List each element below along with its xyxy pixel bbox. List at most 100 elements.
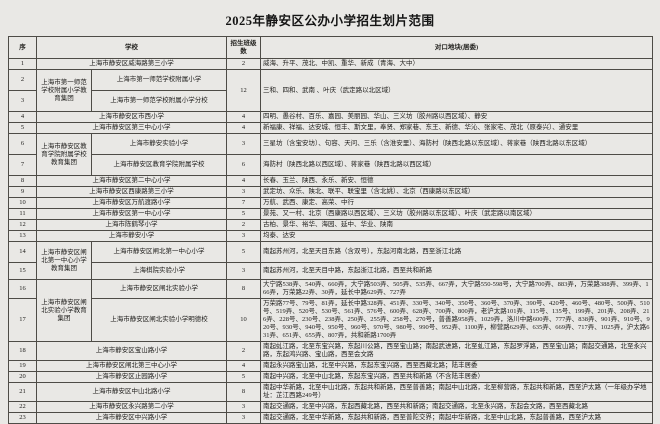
document-title: 2025年静安区公办小学招生划片范围 bbox=[225, 14, 435, 28]
table-row: 23 上海市静安区中兴路小学 3 南起交通路，北至中华新路，东起共和新路，西至普陀交界… bbox=[8, 412, 653, 424]
table-row: 16 上海市静安区闸北实验小学教育集团 上海市静安区闸北实验小学 8 大宁路538弄、5… bbox=[8, 279, 653, 342]
area-cell: 南起虬江路，北至东宝兴路，东起川公路，西至宝山路；南起武进路，北至虬江路，东起罗… bbox=[260, 341, 653, 361]
group-cell: 上海市静安区闸北第一中心小学教育集团 bbox=[36, 241, 92, 280]
school-cell: 上海市静安区永兴路第二小学 bbox=[36, 401, 227, 413]
classes-cell: 5 bbox=[226, 208, 261, 220]
table-row: 14 上海市静安区闸北第一中心小学教育集团 上海市静安区闸北第一中心小学 5 南起苏州河… bbox=[8, 241, 653, 280]
no-cell: 13 bbox=[8, 230, 37, 242]
area-cell: 南起中兴路，北至中山北路，东起东宝兴路，西至共和新路（不含陆丰居委） bbox=[260, 371, 653, 383]
classes-cell: 3 bbox=[226, 230, 261, 242]
school-cell: 上海市静安区市西小学 bbox=[36, 111, 227, 123]
classes-cell: 2 bbox=[226, 58, 261, 70]
table-row: 10 上海市静安区万航渡路小学 7 万航、武西、康定、高荣、中行 bbox=[8, 197, 653, 209]
school-cell: 上海市陈鹤琴小学 bbox=[36, 219, 227, 231]
table-row: 13 上海市静安小学 3 均泰、达安 bbox=[8, 230, 653, 242]
no-cell: 17 bbox=[8, 298, 37, 342]
area-cell: 南起永兴路宝山路，北至中兴路，东起东宝兴路，西至西藏北路；陆丰居委 bbox=[260, 360, 653, 372]
school-cell: 上海市静安区宝山路小学 bbox=[36, 341, 227, 361]
classes-cell: 8 bbox=[226, 279, 261, 299]
classes-cell: 7 bbox=[226, 197, 261, 209]
table-row: 9 上海市静安区西康路第三小学 3 武定坊、众乐、陕北、联平、联宝里（含北姚）、北京（… bbox=[8, 186, 653, 198]
no-cell: 12 bbox=[8, 219, 37, 231]
col-header-area: 对口地块(居委) bbox=[260, 36, 653, 59]
area-cell: 南起中华新路，北至中山北路，东起共和新路，西至普善路；南起中山北路，北至柳营路，… bbox=[260, 382, 653, 402]
school-cell: 上海市静安区第一中心小学 bbox=[36, 208, 227, 220]
col-header-school: 学校 bbox=[36, 36, 227, 59]
classes-cell: 8 bbox=[226, 382, 261, 402]
table-row: 20 上海市静安区止园路小学 5 南起中兴路，北至中山北路，东起东宝兴路，西至共和新路… bbox=[8, 371, 653, 383]
classes-cell: 3 bbox=[226, 133, 261, 155]
classes-cell: 3 bbox=[226, 412, 261, 424]
area-cell: 万航、武西、康定、高荣、中行 bbox=[260, 197, 653, 209]
no-cell: 14 bbox=[8, 241, 37, 263]
area-cell: 南起苏州河，北至天目中路，东起浙江北路，西至共和新路 bbox=[260, 262, 653, 280]
no-cell: 4 bbox=[8, 111, 37, 123]
table-row: 12 上海市陈鹤琴小学 2 古柏、景华、裕华、海园、延中、华业、陕南 bbox=[8, 219, 653, 231]
school-cell: 上海市静安区第三中心小学 bbox=[36, 122, 227, 134]
area-cell: 新福康、祥福、达安城、恒丰、斯文里，奉贤、郑家巷、东王、新德、华沁、张家宅、茂北… bbox=[260, 122, 653, 134]
no-cell: 1 bbox=[8, 58, 37, 70]
no-cell: 7 bbox=[8, 154, 37, 176]
table-row: 5 上海市静安区第三中心小学 4 新福康、祥福、达安城、恒丰、斯文里，奉贤、郑家巷、东… bbox=[8, 122, 653, 134]
table-row: 2 上海市第一师范学校附属小学教育集团 上海市第一师范学校附属小学 12 三和、四和、武… bbox=[8, 69, 653, 112]
classes-cell: 2 bbox=[226, 341, 261, 361]
classes-cell: 4 bbox=[226, 122, 261, 134]
no-cell: 3 bbox=[8, 90, 37, 112]
classes-cell: 3 bbox=[226, 186, 261, 198]
school-cell: 上海市静安区止园路小学 bbox=[36, 371, 227, 383]
classes-cell: 12 bbox=[226, 69, 261, 112]
school-cell: 上海市静安区闸北第三中心小学 bbox=[36, 360, 227, 372]
area-cell: 万荣路77号、79号、81弄，延长中路328弄、451弄、330号、340号、3… bbox=[260, 298, 653, 342]
col-header-no: 序 bbox=[8, 36, 37, 59]
school-cell: 上海市静安区第二中心小学 bbox=[36, 175, 227, 187]
table-header-row: 序 学校 招生班级数 对口地块(居委) bbox=[8, 36, 653, 59]
school-cell: 上海市静安小学 bbox=[36, 230, 227, 242]
school-cell: 上海市第一师范学校附属小学 bbox=[91, 69, 227, 91]
area-cell: 长春、玉兰、陕西、永乐、新安、恒德 bbox=[260, 175, 653, 187]
area-cell: 海防村（陕西北路以西区域）、蒋家巷（陕西北路以西区域） bbox=[260, 154, 653, 176]
school-cell: 上海市静安区闸北第一中心小学 bbox=[91, 241, 227, 263]
no-cell: 21 bbox=[8, 382, 37, 402]
table-row: 4 上海市静安区市西小学 4 四明、愚谷村、百乐、嘉园、美丽园、华山、三义坊（胶州路以… bbox=[8, 111, 653, 123]
no-cell: 15 bbox=[8, 262, 37, 280]
no-cell: 19 bbox=[8, 360, 37, 372]
school-cell: 上海市静安区万航渡路小学 bbox=[36, 197, 227, 209]
school-cell: 上海市第一师范学校附属小学分校 bbox=[91, 90, 227, 112]
school-cell: 上海市静安区教育学院附属学校 bbox=[91, 154, 227, 176]
area-cell: 南起交通路，北至中华新路，东起共和新路，西至普陀交界；南起中华新路，北至中山北路… bbox=[260, 412, 653, 424]
no-cell: 8 bbox=[8, 175, 37, 187]
classes-cell: 4 bbox=[226, 175, 261, 187]
group-cell: 上海市静安区闸北实验小学教育集团 bbox=[36, 279, 92, 342]
table-row: 15 上海棋院实验小学 3 南起苏州河，北至天目中路，东起浙江北路，西至共和新路 bbox=[8, 262, 653, 280]
table-row: 6 上海市静安区教育学院附属学校教育集团 上海市静安实验小学 3 三星坊（含宝安坊）、句… bbox=[8, 133, 653, 176]
col-header-classes: 招生班级数 bbox=[226, 36, 261, 59]
no-cell: 5 bbox=[8, 122, 37, 134]
classes-cell: 5 bbox=[226, 371, 261, 383]
area-cell: 均泰、达安 bbox=[260, 230, 653, 242]
area-cell: 古柏、景华、裕华、海园、延中、华业、陕南 bbox=[260, 219, 653, 231]
no-cell: 16 bbox=[8, 279, 37, 299]
table-row: 8 上海市静安区第二中心小学 4 长春、玉兰、陕西、永乐、新安、恒德 bbox=[8, 175, 653, 187]
area-cell: 南起交通路，北至中兴路，东起西藏北路，西至共和新路；南起交通路，北至永兴路，东起… bbox=[260, 401, 653, 413]
school-cell: 上海棋院实验小学 bbox=[91, 262, 227, 280]
table-row: 11 上海市静安区第一中心小学 5 景苑、又一村、北京（西康路以西区域）、三义坊（胶州… bbox=[8, 208, 653, 220]
no-cell: 22 bbox=[8, 401, 37, 413]
classes-cell: 10 bbox=[226, 298, 261, 342]
no-cell: 6 bbox=[8, 133, 37, 155]
classes-cell: 3 bbox=[226, 401, 261, 413]
classes-cell: 4 bbox=[226, 111, 261, 123]
table-row: 19 上海市静安区闸北第三中心小学 4 南起永兴路宝山路，北至中兴路，东起东宝兴路，西… bbox=[8, 360, 653, 372]
table-row: 17 上海市静安区闸北实验小学明德校 10 万荣路77号、79号、81弄，延长中路32… bbox=[8, 298, 653, 342]
school-cell: 上海市静安区威海路第三小学 bbox=[36, 58, 227, 70]
classes-cell: 6 bbox=[226, 154, 261, 176]
page: 2025年静安区公办小学招生划片范围 序 学校 招生班级数 对口地块(居委) 1… bbox=[8, 14, 653, 424]
school-cell: 上海市静安区闸北实验小学 bbox=[91, 279, 227, 299]
no-cell: 18 bbox=[8, 341, 37, 361]
classes-cell: 3 bbox=[226, 262, 261, 280]
table-row: 1 上海市静安区威海路第三小学 2 威海、升平、茂北、中凯、重华、新成（青海、大中） bbox=[8, 58, 653, 70]
classes-cell: 4 bbox=[226, 360, 261, 372]
enrollment-table: 序 学校 招生班级数 对口地块(居委) 1 上海市静安区威海路第三小学 2 威海、升平… bbox=[8, 36, 653, 424]
area-cell: 三星坊（含宝安坊）、句容、天问、三乐（含淮安里）、海防村（陕西北路以东区域）、蒋… bbox=[260, 133, 653, 155]
area-cell: 大宁路538弄、540弄、660弄，大宁路503弄、505弄、535弄、667弄… bbox=[260, 279, 653, 299]
table-row: 7 上海市静安区教育学院附属学校 6 海防村（陕西北路以西区域）、蒋家巷（陕西北路以西… bbox=[8, 154, 653, 176]
